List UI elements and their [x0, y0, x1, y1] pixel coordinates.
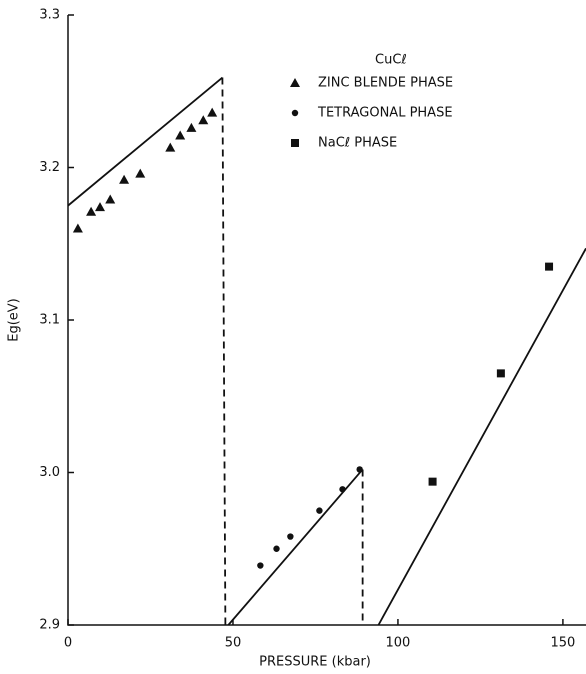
legend-label: ZINC BLENDE PHASE [318, 76, 453, 91]
point [316, 507, 323, 514]
x-tick-label: 150 [550, 636, 575, 651]
point [86, 206, 97, 216]
x-tick-label: 50 [225, 636, 242, 651]
y-tick-label: 3.2 [39, 160, 60, 175]
x-tick-label: 100 [386, 636, 411, 651]
point [545, 262, 554, 271]
point [119, 174, 130, 184]
point [207, 107, 218, 117]
point [273, 545, 280, 552]
legend-label: TETRAGONAL PHASE [317, 106, 453, 121]
point [496, 369, 505, 378]
point [165, 142, 176, 152]
y-tick-label: 3.3 [39, 8, 60, 23]
point [186, 122, 197, 132]
legend-label: NaCℓ PHASE [318, 136, 397, 151]
fit-line [377, 247, 586, 626]
annotation: CuCℓ [375, 53, 407, 68]
transition-line [221, 77, 227, 626]
legend-marker [290, 78, 300, 87]
x-axis-label: PRESSURE (kbar) [259, 655, 371, 670]
point [95, 202, 106, 212]
point [287, 533, 294, 540]
point [198, 115, 209, 125]
legend-marker [291, 109, 299, 117]
point [257, 562, 264, 569]
point [135, 168, 146, 178]
point [105, 194, 116, 204]
point [339, 486, 346, 493]
fit-line [227, 468, 364, 626]
legend-marker [291, 139, 299, 147]
point [356, 466, 363, 473]
y-tick-label: 3.0 [39, 465, 60, 480]
y-tick-label: 3.1 [39, 313, 60, 328]
point [72, 223, 83, 233]
y-axis-label: Eg(eV) [7, 298, 22, 342]
point [175, 130, 186, 140]
point [428, 477, 437, 486]
y-tick-label: 2.9 [39, 618, 60, 633]
fit-line [67, 76, 223, 207]
x-tick-label: 0 [64, 636, 72, 651]
